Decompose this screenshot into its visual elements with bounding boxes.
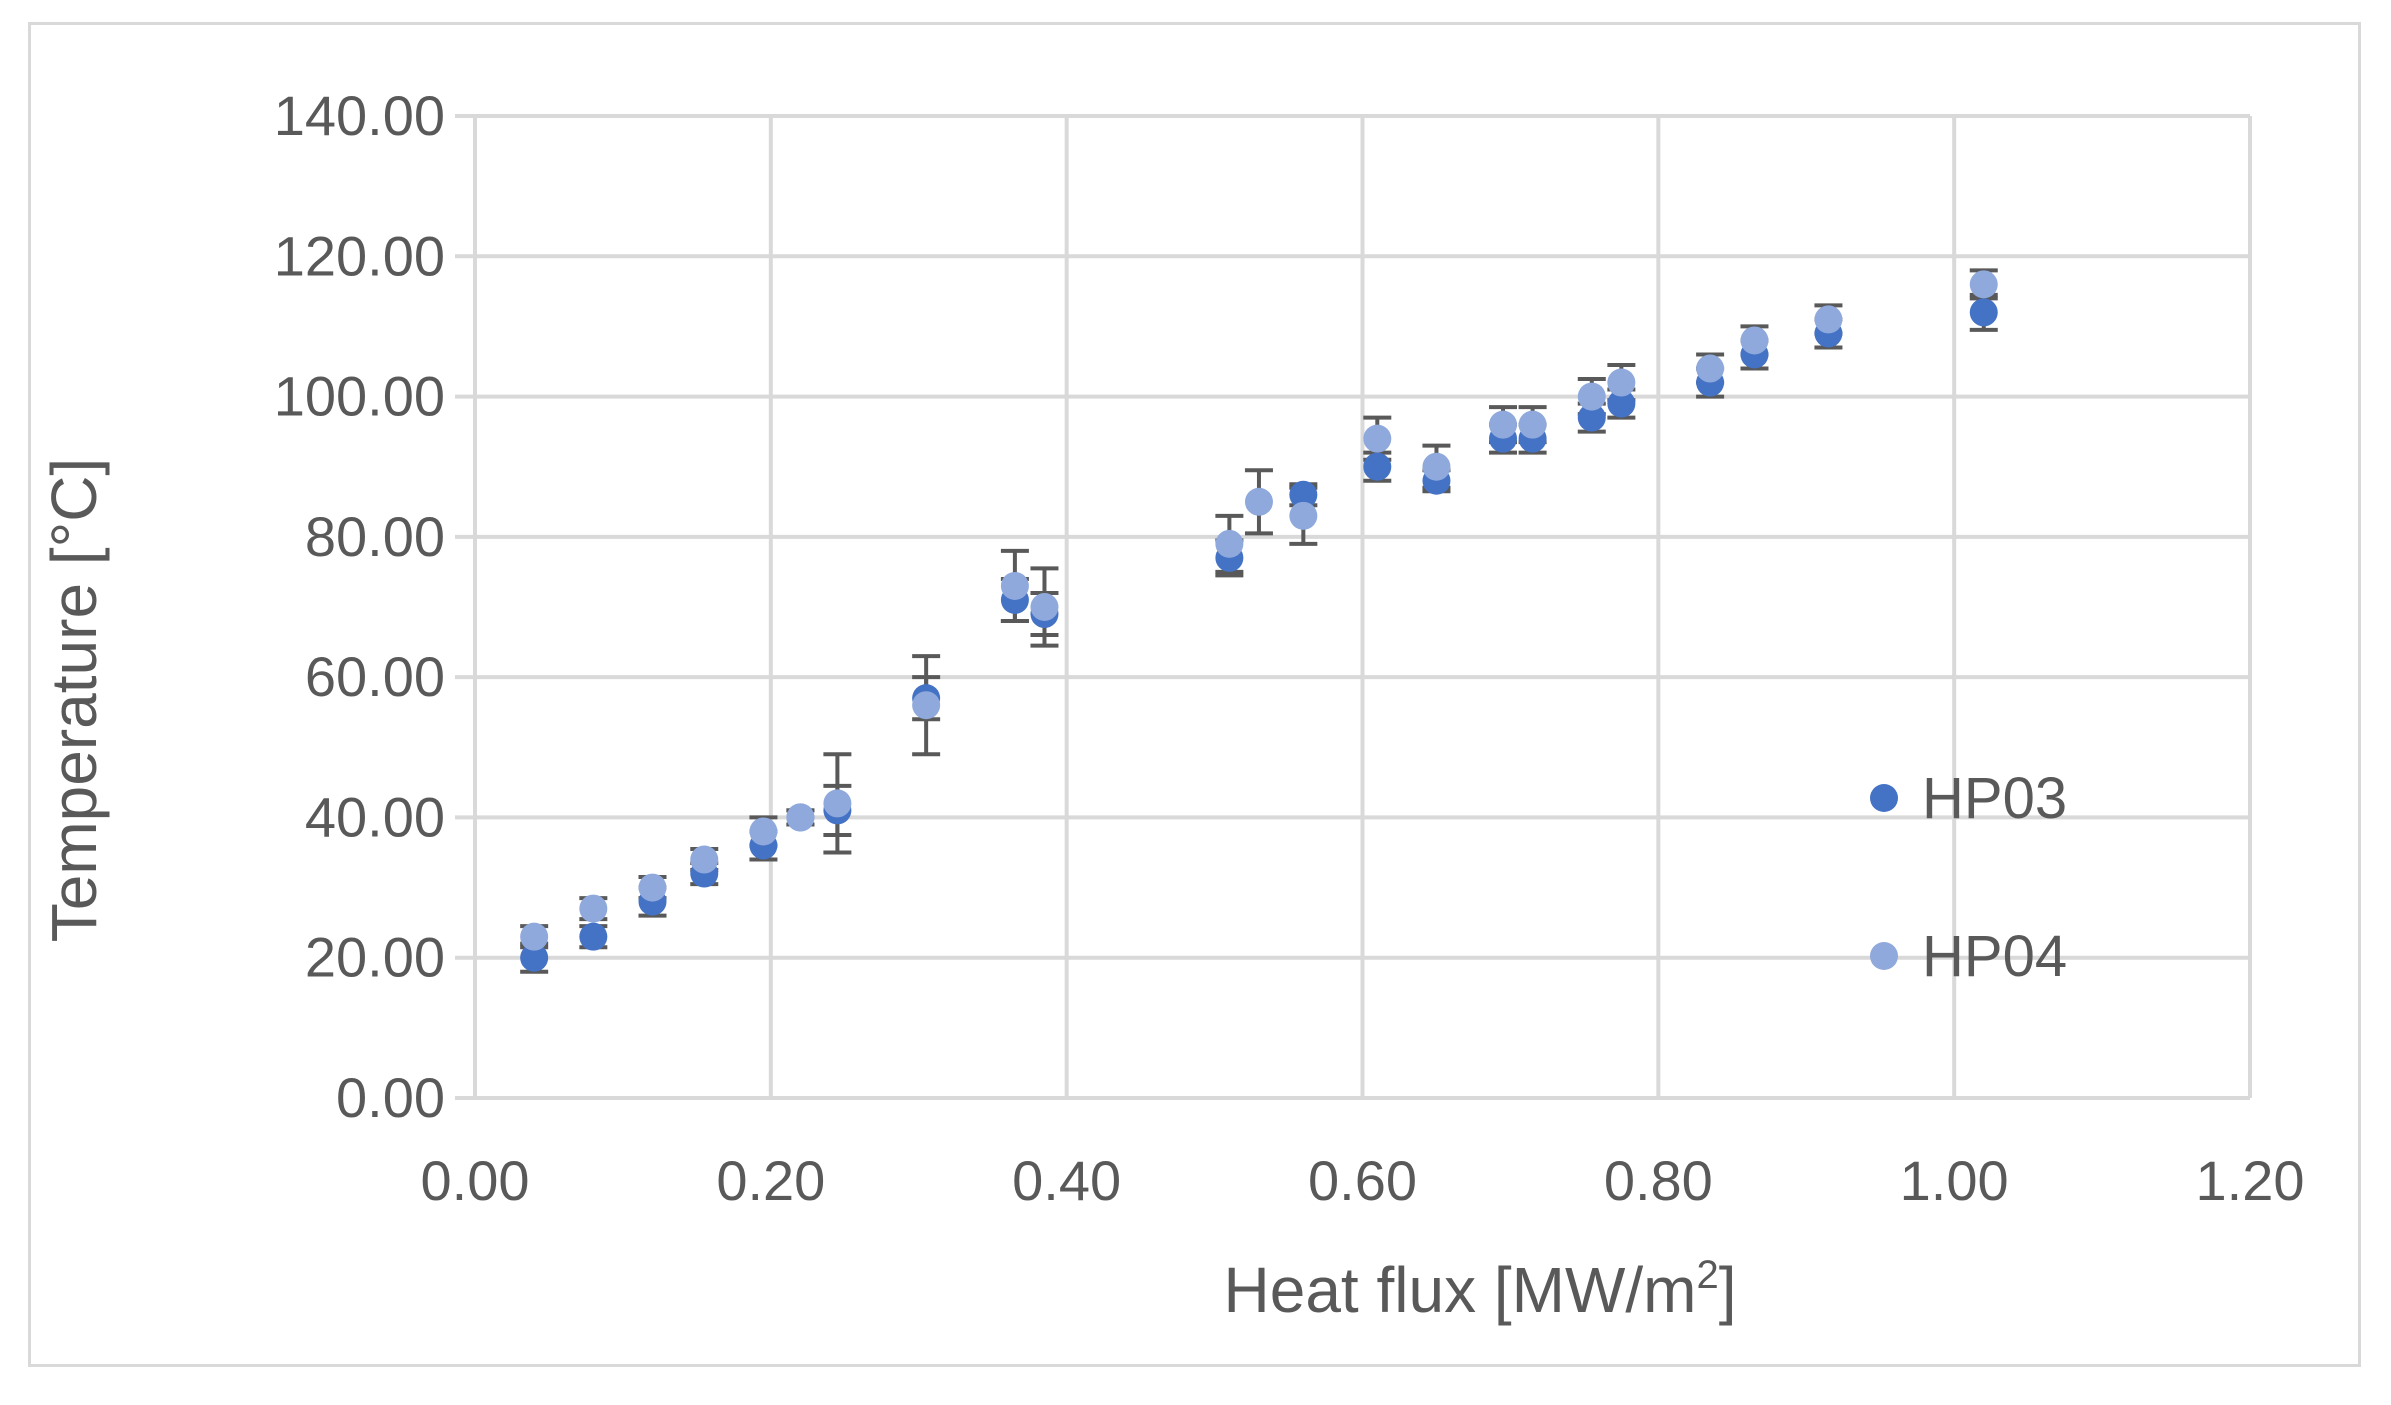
y-axis-ticks: 0.00 20.00 40.00 60.00 80.00 100.00 120.00 140.… xyxy=(274,84,445,1129)
y-tick-label: 60.00 xyxy=(305,645,445,708)
y-tick-label: 80.00 xyxy=(305,505,445,568)
data-point-hp03 xyxy=(1363,452,1392,481)
y-tick-label: 40.00 xyxy=(305,785,445,848)
data-point-hp04 xyxy=(1422,452,1451,481)
legend-label-hp03: HP03 xyxy=(1922,766,2067,831)
x-tick-label: 1.00 xyxy=(1900,1149,2009,1212)
y-tick-label: 140.00 xyxy=(274,84,445,147)
data-point-hp04 xyxy=(749,817,778,846)
data-point-hp04 xyxy=(579,894,608,923)
x-tick-label: 0.00 xyxy=(421,1149,530,1212)
data-point-hp03 xyxy=(1289,480,1318,509)
legend-marker-hp04 xyxy=(1870,942,1898,970)
legend-label-hp04: HP04 xyxy=(1922,924,2067,989)
data-point-hp04 xyxy=(1740,326,1769,355)
data-point-hp04 xyxy=(1363,424,1392,453)
x-tick-label: 0.80 xyxy=(1604,1149,1713,1212)
gridlines xyxy=(455,114,2252,1100)
data-point-hp04 xyxy=(786,803,815,832)
data-point-hp04 xyxy=(1030,593,1059,621)
data-point-hp04 xyxy=(1289,501,1318,530)
data-point-hp04 xyxy=(823,789,852,818)
error-bars xyxy=(520,268,1998,974)
data-point-hp04 xyxy=(1577,382,1606,411)
y-axis-title: Temperature [°C] xyxy=(38,458,110,942)
chart-frame xyxy=(28,22,2361,1367)
x-tick-label: 1.20 xyxy=(2196,1149,2305,1212)
data-point-hp04 xyxy=(1215,529,1244,558)
data-point-hp04 xyxy=(1814,305,1843,334)
data-point-hp03 xyxy=(1577,403,1606,432)
data-point-hp04 xyxy=(1696,354,1725,383)
data-point-hp04 xyxy=(1969,270,1998,299)
data-point-hp04 xyxy=(1244,487,1273,516)
data-points xyxy=(520,270,1998,972)
data-point-hp04 xyxy=(1607,368,1636,397)
y-tick-label: 100.00 xyxy=(274,365,445,428)
data-point-hp04 xyxy=(690,845,719,874)
x-axis-ticks: 0.00 0.20 0.40 0.60 0.80 1.00 1.20 xyxy=(421,1149,2305,1212)
y-tick-label: 20.00 xyxy=(305,926,445,989)
data-point-hp03 xyxy=(579,922,608,951)
data-point-hp03 xyxy=(520,943,549,972)
x-axis-title: Heat flux [MW/m2] xyxy=(1224,1253,1737,1326)
data-point-hp04 xyxy=(1489,410,1518,439)
data-point-hp04 xyxy=(912,691,941,720)
data-point-hp03 xyxy=(1607,389,1636,418)
data-point-hp04 xyxy=(520,922,549,951)
data-point-hp04 xyxy=(1518,410,1547,439)
x-tick-label: 0.60 xyxy=(1308,1149,1417,1212)
x-tick-label: 0.20 xyxy=(716,1149,825,1212)
x-tick-label: 0.40 xyxy=(1012,1149,1121,1212)
y-tick-label: 120.00 xyxy=(274,224,445,287)
legend: HP03 HP04 xyxy=(1870,766,2067,989)
legend-marker-hp03 xyxy=(1870,784,1898,812)
data-point-hp04 xyxy=(1000,571,1029,600)
y-tick-label: 0.00 xyxy=(336,1066,445,1129)
data-point-hp04 xyxy=(638,873,667,902)
data-point-hp03 xyxy=(1969,298,1998,327)
